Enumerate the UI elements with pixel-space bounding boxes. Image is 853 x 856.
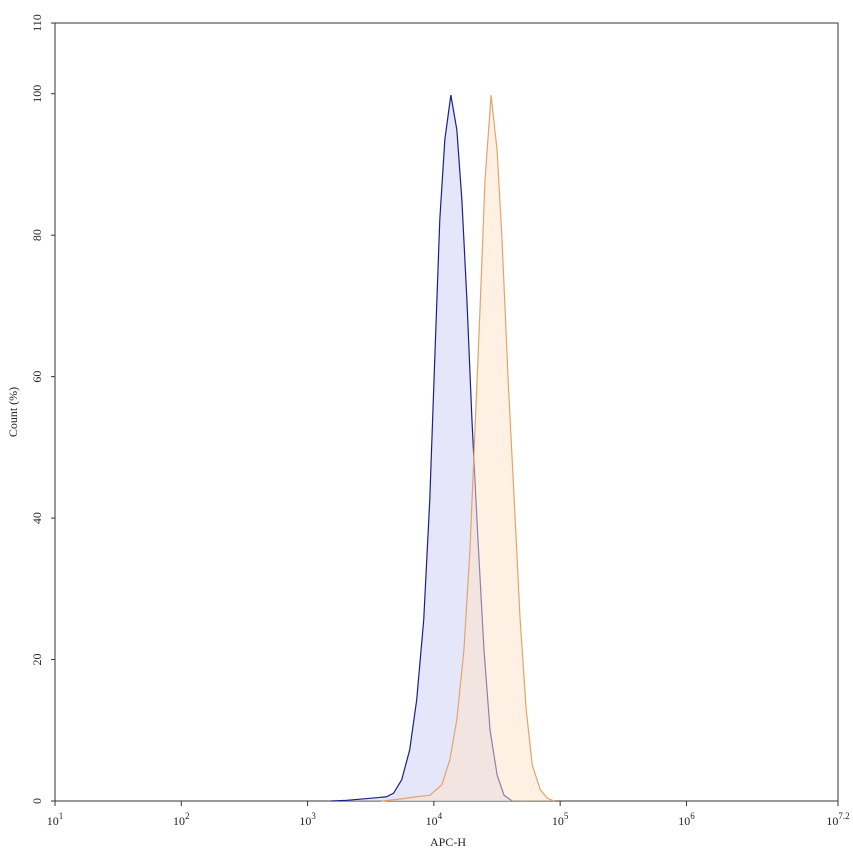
- x-tick-base: 10: [552, 814, 564, 828]
- y-tick-label: 20: [30, 654, 44, 666]
- x-tick-base: 10: [173, 814, 185, 828]
- y-tick-label: 60: [30, 371, 44, 383]
- x-tick-exponent: 7.2: [838, 811, 849, 821]
- x-tick-label: 107.2: [826, 811, 849, 828]
- x-axis-label: APC-H: [430, 835, 466, 849]
- x-tick-label: 105: [552, 811, 569, 828]
- x-tick-base: 10: [426, 814, 438, 828]
- x-tick-exponent: 3: [311, 811, 316, 821]
- series-line: [381, 95, 555, 802]
- y-tick-label: 100: [30, 85, 44, 103]
- y-tick-label: 80: [30, 229, 44, 241]
- x-tick-label: 101: [47, 811, 64, 828]
- x-tick-exponent: 4: [438, 811, 443, 821]
- y-tick-label: 40: [30, 512, 44, 524]
- y-axis-label: Count (%): [6, 387, 20, 437]
- x-tick-exponent: 1: [59, 811, 64, 821]
- x-tick-label: 104: [426, 811, 443, 828]
- y-tick-label: 110: [30, 14, 44, 32]
- x-tick-base: 10: [826, 814, 838, 828]
- x-tick-base: 10: [299, 814, 311, 828]
- x-tick-exponent: 2: [185, 811, 190, 821]
- y-tick-label: 0: [30, 798, 44, 804]
- x-tick-base: 10: [678, 814, 690, 828]
- x-tick-exponent: 6: [690, 811, 695, 821]
- x-tick-exponent: 5: [564, 811, 569, 821]
- x-tick-base: 10: [47, 814, 59, 828]
- x-tick-label: 102: [173, 811, 190, 828]
- x-tick-label: 106: [678, 811, 695, 828]
- x-tick-label: 103: [299, 811, 316, 828]
- area-fill: [381, 95, 555, 801]
